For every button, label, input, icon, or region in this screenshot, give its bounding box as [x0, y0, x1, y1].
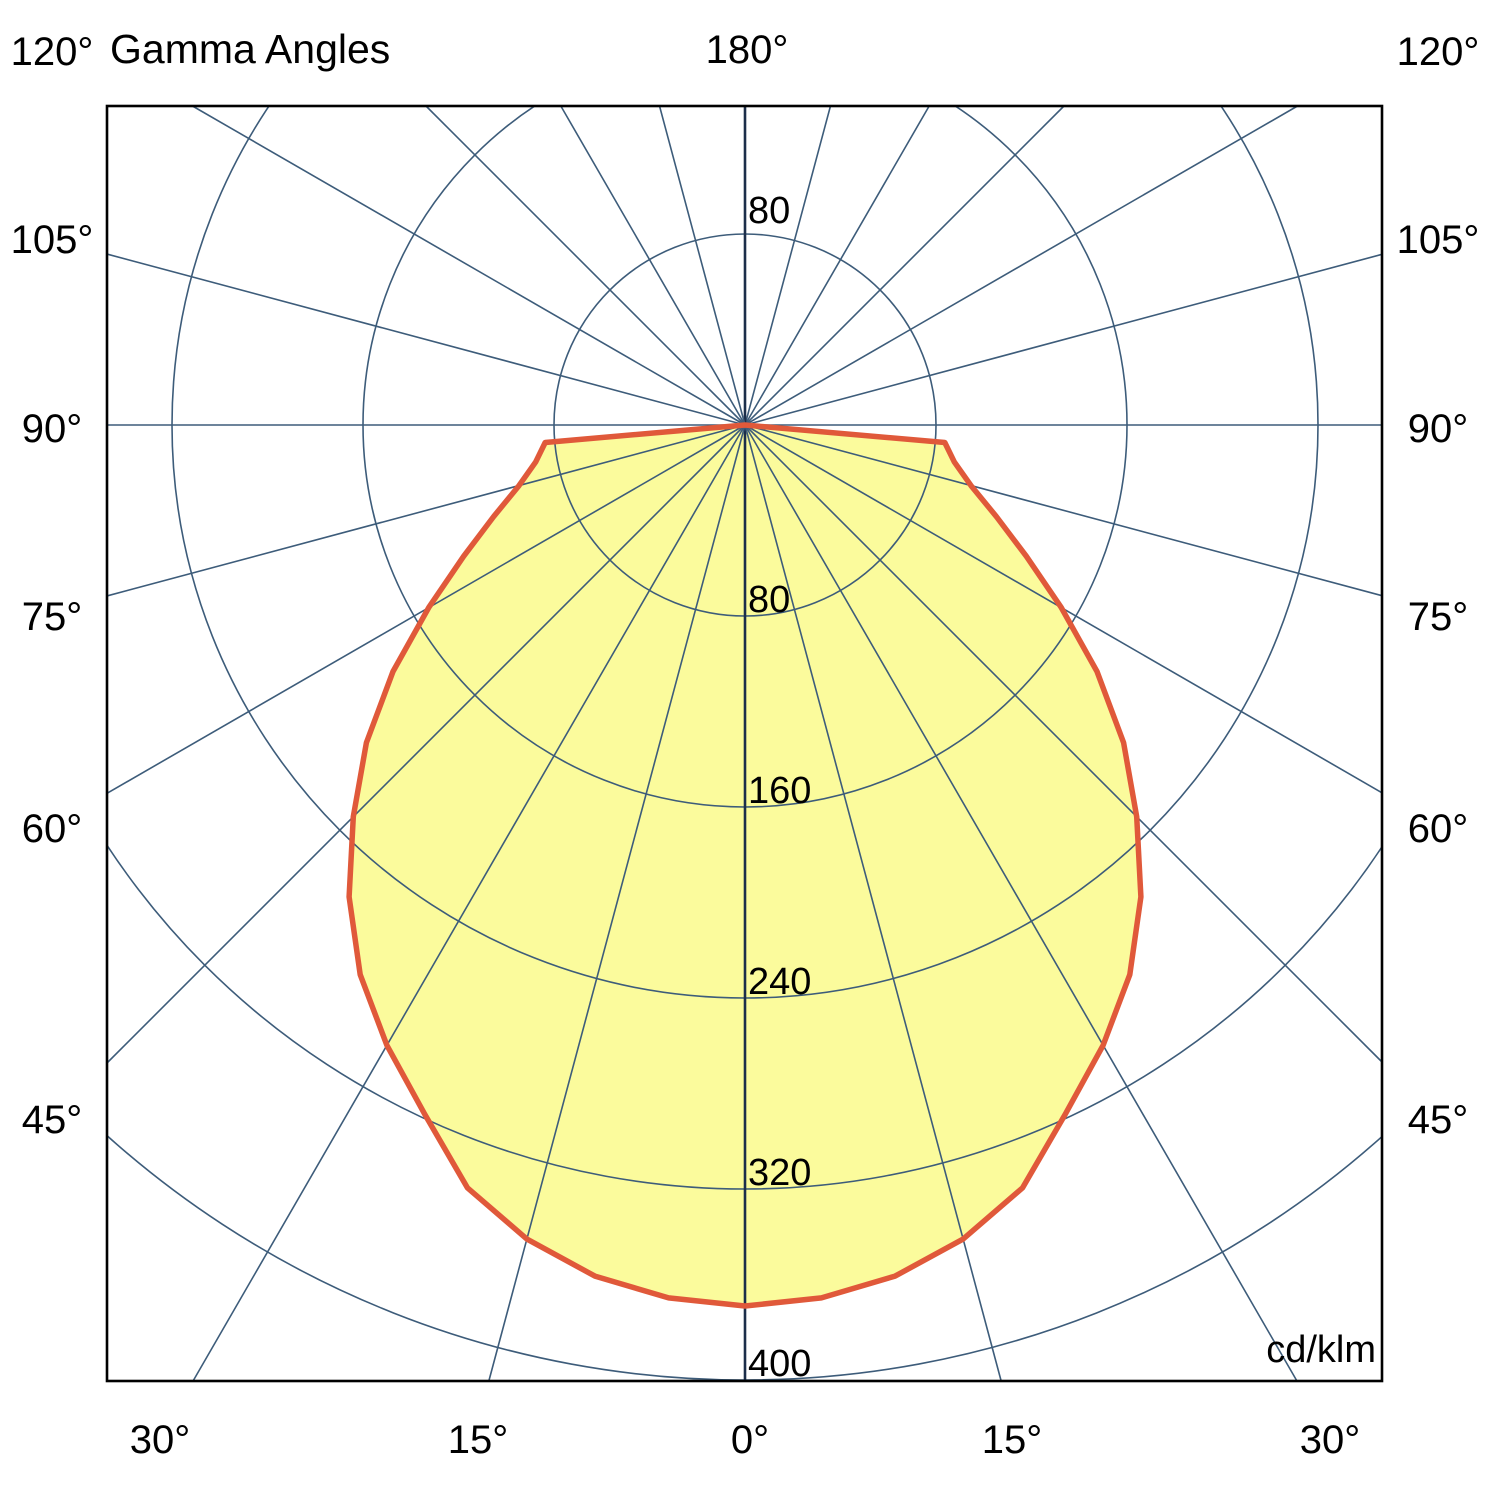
gamma-bottom-label: 30°	[1300, 1418, 1361, 1462]
grid-radial-line	[192, 424, 746, 1382]
top-center-angle-label: 180°	[706, 28, 789, 72]
gamma-side-label-left: 105°	[11, 218, 94, 262]
grid-radial-line	[106, 253, 746, 426]
ring-value-label: 240	[748, 961, 811, 1003]
gamma-bottom-label: 0°	[731, 1418, 769, 1462]
gamma-side-label-left: 75°	[22, 595, 83, 639]
gamma-side-label-right: 90°	[1408, 407, 1469, 451]
intensity-curve	[346, 422, 1144, 1309]
polar-grid	[106, 105, 1383, 1382]
grid-radial-line	[106, 424, 746, 597]
gamma-side-label-right: 45°	[1408, 1098, 1469, 1142]
grid-radial-line	[744, 105, 832, 426]
grid-radial-line	[425, 105, 746, 426]
plot-border	[105, 104, 1384, 1383]
gamma-side-label-right: 120°	[1397, 30, 1480, 74]
grid-radial-line	[106, 424, 746, 1064]
grid-radial-line	[744, 424, 1002, 1382]
gamma-bottom-label: 15°	[448, 1418, 509, 1462]
gamma-bottom-label: 15°	[982, 1418, 1043, 1462]
gamma-side-label-left: 120°	[11, 30, 94, 74]
gamma-side-label-right: 75°	[1408, 595, 1469, 639]
grid-radial-line	[744, 105, 930, 426]
grid-radial-line	[560, 105, 746, 426]
grid-radial-line	[658, 105, 746, 426]
ring-value-label: 400	[748, 1343, 811, 1385]
grid-radial-line	[744, 424, 1383, 1063]
ring-value-label: 320	[748, 1152, 811, 1194]
gamma-side-label-left: 45°	[22, 1098, 83, 1142]
gamma-side-label-right: 60°	[1408, 807, 1469, 851]
grid-radial-line	[488, 424, 746, 1382]
gamma-side-label-left: 90°	[22, 407, 83, 451]
grid-radial-line	[192, 105, 746, 426]
grid-radial-line	[744, 105, 1065, 426]
ring-value-label: 80	[748, 579, 790, 621]
gamma-bottom-label: 30°	[130, 1418, 191, 1462]
axis-labels: Gamma Angles 180° cd/klm 120° 120° 105° 105…	[11, 26, 1480, 1462]
ring-value-label-top: 80	[748, 190, 790, 232]
grid-radial-line	[744, 424, 1298, 1382]
grid-radial-line	[744, 253, 1383, 426]
grid-radial-line	[744, 424, 1383, 597]
grid-radial-line	[744, 105, 1298, 426]
unit-label: cd/klm	[1266, 1329, 1376, 1371]
ring-value-label: 160	[748, 770, 811, 812]
gamma-side-label-right: 105°	[1397, 218, 1480, 262]
gamma-side-label-left: 60°	[22, 807, 83, 851]
chart-title: Gamma Angles	[110, 26, 390, 72]
